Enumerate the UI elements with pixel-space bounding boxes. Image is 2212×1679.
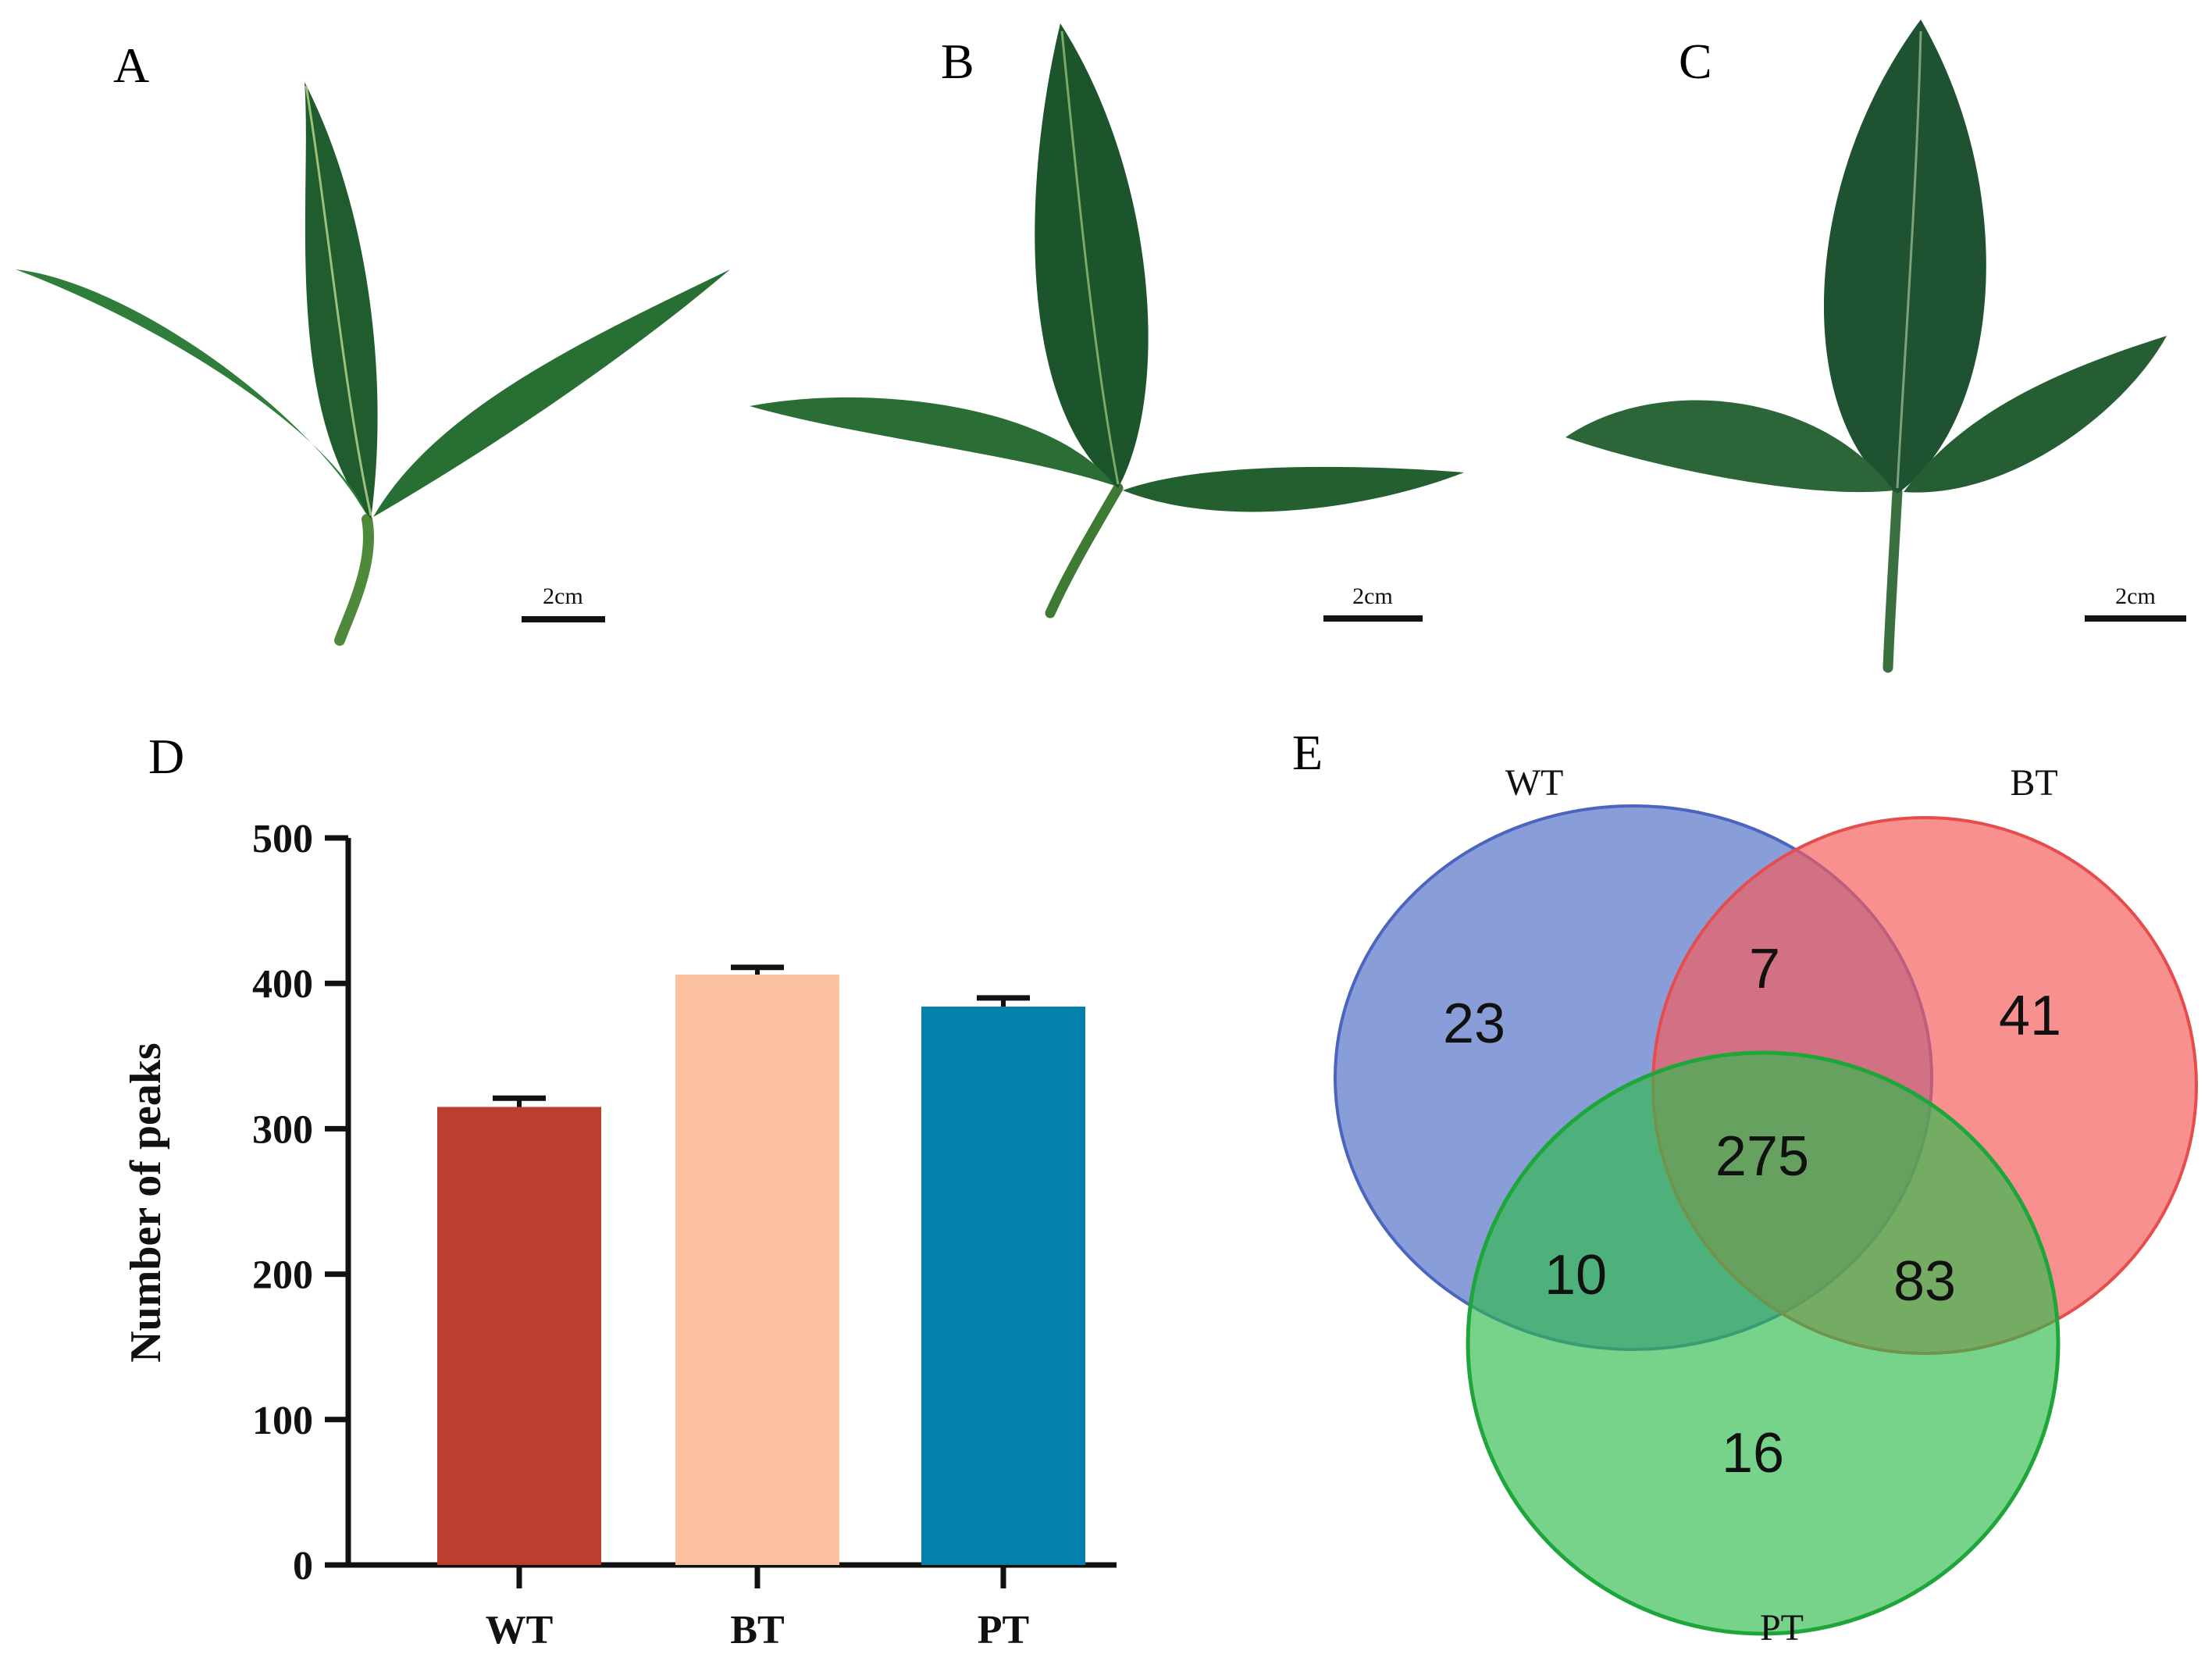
leaf-photo-a — [16, 82, 730, 646]
panel-letter-c: C — [1679, 34, 1712, 89]
bar-bt — [675, 975, 839, 1565]
venn-label-wt: WT — [1505, 762, 1564, 804]
y-tick-label: 400 — [252, 962, 313, 1007]
x-tick-label-wt: WT — [486, 1608, 554, 1652]
venn-count-bt-only: 41 — [1999, 985, 2061, 1047]
venn-count-wt-bt: 7 — [1749, 938, 1780, 1000]
y-axis-title: Number of peaks — [122, 1043, 170, 1363]
panel-letter-e: E — [1292, 725, 1323, 780]
bar-wt — [437, 1107, 601, 1565]
venn-circle-pt — [1466, 1050, 2061, 1636]
venn-diagram: WT BT PT 23 41 16 7 10 83 275 — [1334, 762, 2198, 1649]
panel-letter-b: B — [941, 34, 974, 89]
y-tick-label: 200 — [252, 1253, 313, 1298]
venn-label-pt: PT — [1760, 1607, 1804, 1649]
y-tick-label: 300 — [252, 1107, 313, 1152]
venn-count-wt-pt: 10 — [1544, 1244, 1607, 1306]
venn-label-bt: BT — [2010, 762, 2057, 804]
leaf-photo-c — [1565, 20, 2167, 673]
bar-pt — [921, 1006, 1085, 1565]
panel-letter-d: D — [148, 729, 184, 784]
venn-count-pt-only: 16 — [1722, 1422, 1784, 1485]
y-tick-label: 100 — [252, 1399, 313, 1443]
bar-chart: 0 100 200 300 400 500 WT BT PT Number of peaks — [122, 817, 1117, 1652]
y-tick-label: 0 — [293, 1544, 313, 1588]
panel-letter-a: A — [113, 37, 149, 93]
scale-label-a: 2cm — [543, 583, 583, 609]
scale-label-c: 2cm — [2115, 583, 2156, 609]
venn-count-bt-pt: 83 — [1893, 1250, 1956, 1313]
venn-count-wt-only: 23 — [1443, 993, 1505, 1055]
y-tick-label: 500 — [252, 817, 313, 861]
scale-label-b: 2cm — [1352, 583, 1393, 609]
venn-count-all: 275 — [1715, 1125, 1809, 1188]
x-tick-label-pt: PT — [978, 1608, 1029, 1652]
x-tick-label-bt: BT — [730, 1608, 784, 1652]
leaf-photo-b — [750, 23, 1464, 618]
